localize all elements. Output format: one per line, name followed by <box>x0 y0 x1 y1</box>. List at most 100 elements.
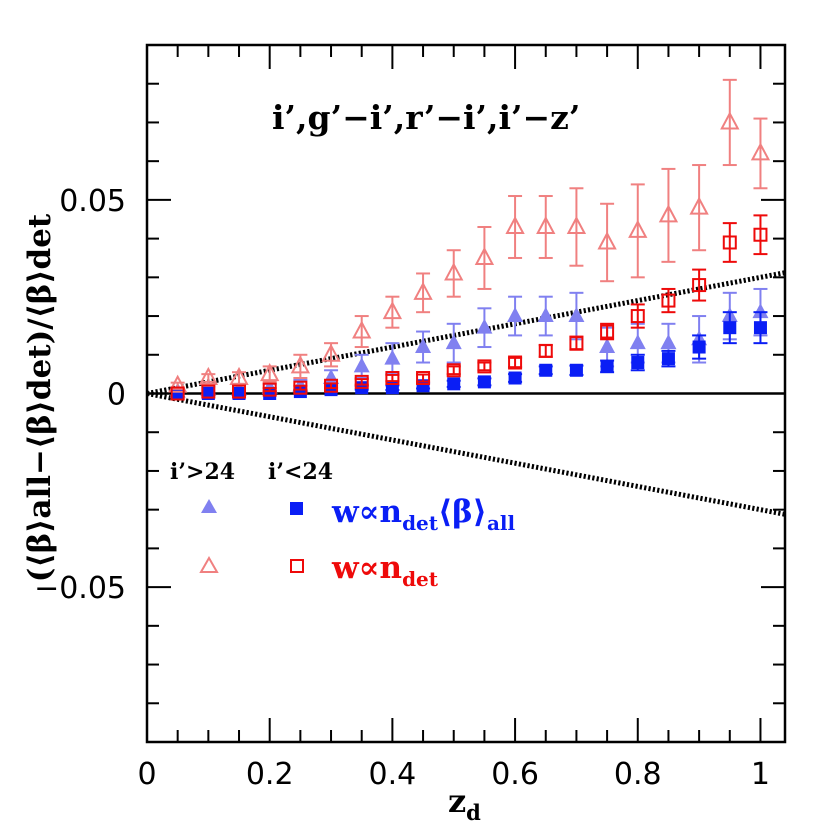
legend-label-weighted: w∝ndet⟨β⟩all <box>331 494 515 535</box>
x-axis-title: zd <box>448 782 481 825</box>
data-point <box>566 215 587 234</box>
data-point <box>385 371 400 386</box>
legend-label-weighted-sub: det <box>402 511 439 535</box>
data-point <box>445 334 462 350</box>
tick-labels: 0 0.2 0.4 0.6 0.8 1 −0.05 0 0.05 <box>34 184 770 792</box>
data-point <box>631 356 645 370</box>
data-point <box>444 262 464 281</box>
x-tick-label: 0.8 <box>614 757 662 792</box>
data-point <box>692 278 707 293</box>
data-point <box>447 377 461 391</box>
axis-ticks <box>146 44 785 743</box>
data-point <box>536 215 556 234</box>
legend-label-plain-sub: det <box>402 567 439 591</box>
data-point <box>446 363 461 378</box>
legend-label-plain: w∝ndet <box>331 550 439 591</box>
data-point <box>628 219 648 238</box>
series-square-open <box>170 214 768 401</box>
data-point <box>750 142 771 161</box>
data-point <box>508 355 523 370</box>
data-point <box>508 371 522 385</box>
data-point <box>170 386 185 401</box>
data-point <box>260 363 280 382</box>
data-point <box>600 359 614 373</box>
data-point <box>660 334 677 350</box>
data-point <box>413 281 433 300</box>
x-tick-label: 0.6 <box>491 757 539 792</box>
data-point <box>661 352 675 366</box>
data-point <box>168 374 188 393</box>
y-tick-label: 0 <box>107 378 126 413</box>
data-point <box>505 215 525 234</box>
series-triangle-filled <box>169 287 769 398</box>
data-point <box>416 371 431 386</box>
data-point <box>600 324 615 339</box>
series-square-filled <box>171 311 768 400</box>
x-tick-label: 1 <box>751 757 770 792</box>
data-point <box>290 355 311 374</box>
data-point <box>415 338 432 354</box>
data-point <box>658 204 679 223</box>
legend-label-plain-prefix: w∝n <box>331 550 402 586</box>
data-point <box>477 359 492 374</box>
data-point <box>353 357 370 373</box>
data-point <box>629 334 646 350</box>
legend-label-weighted-beta: ⟨β⟩ <box>438 494 487 530</box>
data-point <box>753 321 767 335</box>
x-axis-title-sub: d <box>466 800 481 825</box>
data-point <box>352 320 372 339</box>
data-point <box>262 382 277 397</box>
legend-label-weighted-beta-sub: all <box>487 511 516 535</box>
data-point <box>630 309 645 324</box>
data-point <box>198 366 219 386</box>
data-point <box>568 307 585 323</box>
data-point <box>232 384 247 399</box>
data-point <box>723 321 737 335</box>
data-point <box>416 379 430 393</box>
legend-marker-faint-open-triangle <box>199 555 219 573</box>
plot-annotation: i’,g’−i’,r’−i’,i’−z’ <box>272 98 580 137</box>
data-point <box>538 343 553 358</box>
data-point <box>537 307 554 323</box>
legend-label-weighted-prefix: w∝n <box>331 494 402 530</box>
data-point <box>661 293 676 308</box>
data-point <box>507 307 524 323</box>
legend-header-faint: i’>24 <box>170 459 235 485</box>
data-point <box>722 235 737 250</box>
legend-marker-bright-filled-square <box>290 502 303 515</box>
data-point <box>689 196 709 215</box>
y-tick-label: 0.05 <box>59 184 126 219</box>
data-point <box>384 349 401 365</box>
series-triangle-open <box>168 78 771 393</box>
data-point <box>324 378 339 393</box>
data-point <box>539 363 553 377</box>
data-point <box>324 383 338 397</box>
y-tick-label: −0.05 <box>34 571 126 606</box>
data-point <box>321 343 341 362</box>
data-point <box>229 366 249 386</box>
y-axis-title: (⟨β⟩all−⟨β⟩det)/⟨β⟩det <box>22 213 58 582</box>
data-point <box>692 340 706 354</box>
data-point <box>354 374 369 389</box>
data-point <box>753 227 768 242</box>
data-point <box>201 384 216 399</box>
data-point <box>597 231 617 250</box>
x-tick-label: 0 <box>137 757 156 792</box>
data-point <box>474 246 495 265</box>
x-tick-label: 0.2 <box>246 757 294 792</box>
reference-lines <box>147 270 785 517</box>
data-point <box>476 318 493 334</box>
data-point <box>293 385 307 399</box>
legend-marker-bright-open-square <box>290 559 304 573</box>
data-point <box>569 363 583 377</box>
data-point <box>293 380 308 395</box>
legend-marker-faint-filled-triangle <box>201 499 217 513</box>
data-point <box>599 338 616 354</box>
data-point <box>171 387 185 400</box>
legend-header-bright: i’<24 <box>268 459 333 485</box>
data-point <box>569 336 584 351</box>
data-marks <box>168 78 771 401</box>
data-point <box>382 301 403 320</box>
data-point <box>752 303 769 319</box>
